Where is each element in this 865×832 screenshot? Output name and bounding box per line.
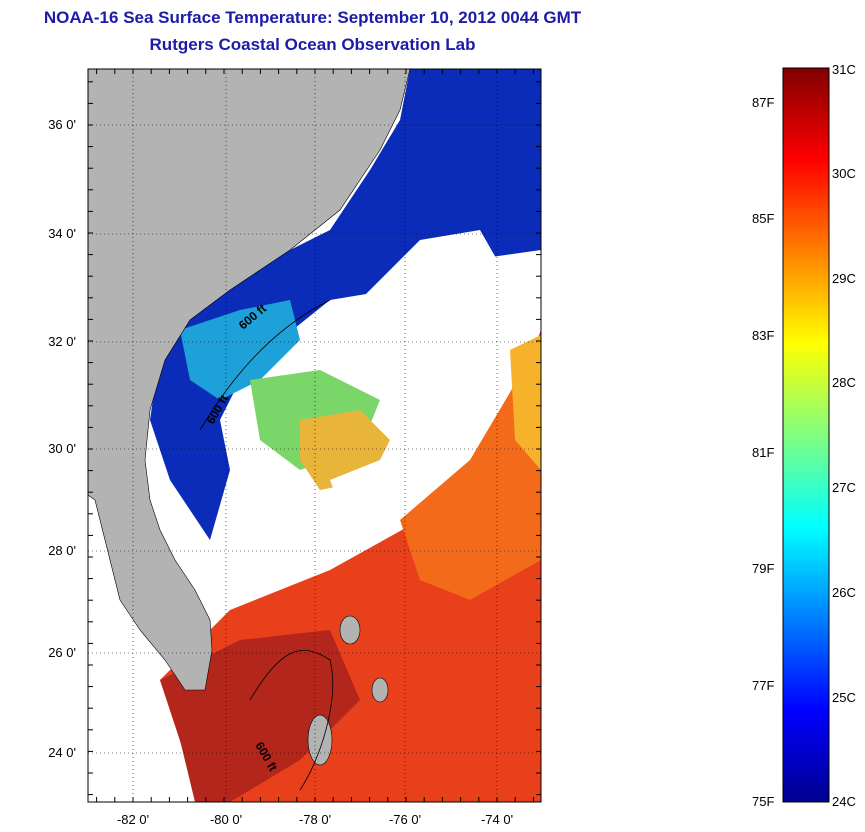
cbar-f-85: 85F: [752, 211, 775, 226]
lon-label-76: -76 0': [388, 812, 422, 827]
cbar-f-79: 79F: [752, 561, 775, 576]
cbar-c-28: 28C: [832, 375, 856, 390]
lat-label-24: 24 0': [48, 745, 76, 760]
cbar-f-81: 81F: [752, 445, 775, 460]
gulfstream-region: [400, 340, 541, 600]
hot-water-region: [160, 630, 360, 802]
depth-contour: [199, 299, 334, 791]
map-plot-area: [88, 69, 541, 802]
lat-label-26: 26 0': [48, 645, 76, 660]
cbar-f-77: 77F: [752, 678, 775, 693]
cbar-c-31: 31C: [832, 62, 856, 77]
cloud-patch-1: [360, 230, 520, 390]
lon-label-74: -74 0': [480, 812, 514, 827]
lat-label-28: 28 0': [48, 543, 76, 558]
lat-label-32: 32 0': [48, 334, 76, 349]
cbar-c-27: 27C: [832, 480, 856, 495]
lat-label-30: 30 0': [48, 441, 76, 456]
cloud-patch-2: [330, 460, 420, 530]
map-title: NOAA-16 Sea Surface Temperature: Septemb…: [43, 8, 582, 27]
cbar-c-30: 30C: [832, 166, 856, 181]
island-3: [371, 677, 389, 703]
map-subtitle: Rutgers Coastal Ocean Observation Lab: [149, 35, 476, 54]
lat-label-36: 36 0': [48, 117, 76, 132]
cbar-c-26: 26C: [832, 585, 856, 600]
cbar-f-87: 87F: [752, 95, 775, 110]
cbar-c-24: 24C: [832, 794, 856, 809]
lat-label-34: 34 0': [48, 226, 76, 241]
cbar-f-75: 75F: [752, 794, 775, 809]
cool-water-patch: [180, 300, 300, 400]
colorbar: [782, 67, 830, 803]
cbar-c-25: 25C: [832, 690, 856, 705]
island-1: [307, 714, 333, 766]
yellow-region: [510, 335, 541, 470]
cbar-f-83: 83F: [752, 328, 775, 343]
cold-water-region: [150, 69, 541, 540]
lon-label-82: -82 0': [116, 812, 150, 827]
lon-label-78: -78 0': [298, 812, 332, 827]
island-2: [339, 615, 361, 645]
lon-label-80: -80 0': [209, 812, 243, 827]
land-mass: [88, 69, 411, 691]
map-ticks: [88, 69, 541, 802]
cbar-c-29: 29C: [832, 271, 856, 286]
